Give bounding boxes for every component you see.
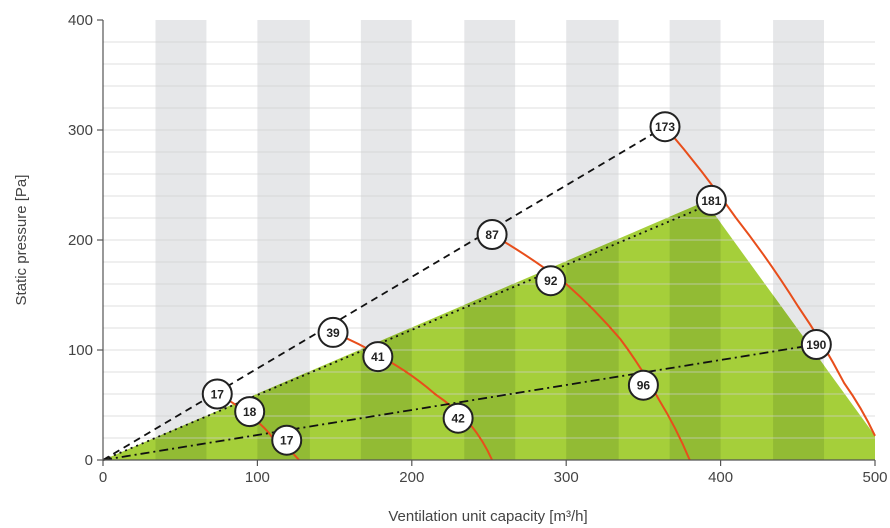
point-marker-circle <box>695 184 727 216</box>
point-marker-label: 42 <box>451 412 465 426</box>
point-marker-circle <box>234 396 266 428</box>
y-tick-label: 100 <box>68 342 93 359</box>
x-tick-label: 400 <box>708 469 733 486</box>
point-marker-label: 190 <box>806 338 826 352</box>
point-marker: 17 <box>201 378 233 410</box>
y-axis-title: Static pressure [Pa] <box>13 175 30 306</box>
point-marker: 190 <box>800 329 832 360</box>
point-marker-label: 39 <box>326 326 340 340</box>
point-marker-label: 87 <box>485 228 499 242</box>
system-curve-dashdot <box>102 343 817 461</box>
point-marker: 87 <box>476 219 508 250</box>
point-marker-label: 41 <box>371 350 385 364</box>
x-tick-label: 300 <box>554 469 579 486</box>
x-tick-label: 500 <box>862 469 887 486</box>
x-tick-label: 100 <box>245 469 270 486</box>
y-tick-label: 0 <box>85 452 93 469</box>
operating-area-band <box>669 201 721 460</box>
point-marker-label: 92 <box>544 274 558 288</box>
point-marker-circle <box>476 219 508 250</box>
system-curve-dotted <box>102 202 712 461</box>
point-marker-label: 17 <box>280 434 294 448</box>
point-marker-circle <box>627 369 659 401</box>
point-marker-label: 173 <box>655 120 675 134</box>
point-marker: 39 <box>317 316 349 348</box>
point-marker: 41 <box>362 341 394 373</box>
point-marker-label: 181 <box>701 194 721 208</box>
point-marker: 42 <box>442 402 474 434</box>
axes: 0 100 200 300 400 0 100 200 300 400 500 <box>68 12 888 486</box>
point-marker: 17 <box>271 424 303 456</box>
x-tick-label: 200 <box>399 469 424 486</box>
fan-curve <box>664 126 876 437</box>
point-marker-circle <box>201 378 233 410</box>
x-tick-label: 0 <box>99 469 107 486</box>
point-marker-circle <box>800 329 832 360</box>
fan-curve <box>491 233 691 461</box>
point-marker-circle <box>535 265 567 297</box>
point-marker: 96 <box>627 369 659 401</box>
point-marker-circle <box>317 316 349 348</box>
point-marker-label: 18 <box>243 405 257 419</box>
system-curve-dashed <box>102 125 666 461</box>
point-marker-label: 17 <box>211 388 225 402</box>
point-marker-circle <box>649 111 681 143</box>
point-marker: 181 <box>695 184 727 216</box>
x-axis-title: Ventilation unit capacity [m³/h] <box>388 508 587 525</box>
system-curves <box>102 125 817 461</box>
point-marker-label: 96 <box>637 379 651 393</box>
point-marker-circle <box>362 341 394 373</box>
y-tick-label: 400 <box>68 12 93 29</box>
point-marker-circle <box>442 402 474 434</box>
point-marker-circle <box>271 424 303 456</box>
markers: 173 181 87 92 39 41 190 96 42 17 18 17 <box>201 111 832 456</box>
y-tick-label: 200 <box>68 232 93 249</box>
point-marker: 92 <box>535 265 567 297</box>
point-marker: 18 <box>234 396 266 428</box>
point-marker: 173 <box>649 111 681 143</box>
y-tick-label: 300 <box>68 122 93 139</box>
